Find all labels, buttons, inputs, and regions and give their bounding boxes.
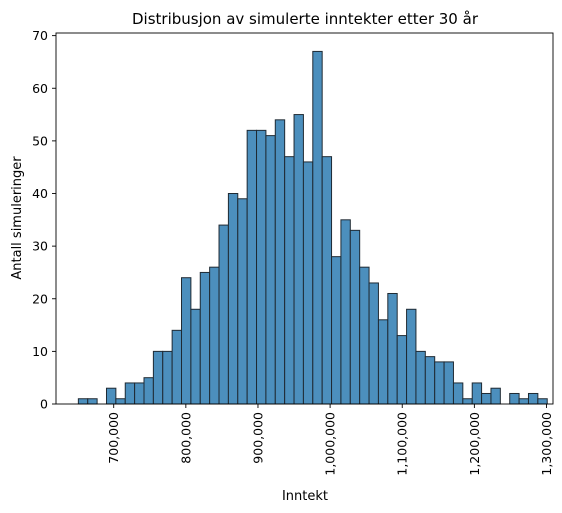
x-tick-label: 700,000 [106, 412, 121, 464]
histogram-bar [171, 329, 183, 405]
x-tick-label: 1,000,000 [323, 412, 338, 476]
histogram-bar [396, 335, 408, 405]
histogram-bar [518, 398, 529, 405]
histogram-bar [152, 350, 164, 405]
y-tick-label: 70 [32, 28, 48, 43]
histogram-bar [368, 282, 379, 405]
histogram-bar [246, 129, 258, 405]
y-tick-label: 10 [32, 344, 48, 359]
bars-group [77, 50, 548, 405]
histogram-bar [471, 382, 483, 405]
histogram-bar [87, 398, 98, 405]
histogram-bar [452, 382, 464, 405]
histogram-bar [434, 361, 445, 405]
histogram-bar [415, 350, 426, 405]
histogram-bar [331, 256, 342, 405]
histogram-bar [237, 198, 248, 405]
histogram-bar [293, 114, 304, 405]
histogram-bar [349, 229, 361, 405]
histogram-bar [218, 224, 229, 405]
histogram-bar [209, 266, 220, 405]
histogram-bar [274, 119, 286, 405]
histogram-bar [509, 392, 520, 405]
histogram-bar [162, 350, 173, 405]
y-tick-label: 30 [32, 239, 48, 254]
y-axis-label: Antall simuleringer [10, 156, 25, 280]
histogram-bar [105, 387, 117, 405]
histogram-bar [490, 387, 501, 405]
x-tick-label: 1,300,000 [539, 412, 554, 476]
histogram-bar [537, 398, 548, 405]
y-axis-ticks: 0 10 20 30 40 50 60 70 [32, 28, 56, 412]
histogram-bar [377, 319, 389, 405]
x-axis-ticks: 700,000 800,000 900,000 1,000,000 1,100,000 1… [106, 404, 554, 476]
histogram-bar [181, 277, 192, 405]
y-tick-label: 60 [32, 81, 48, 96]
histogram-bar [284, 156, 295, 405]
y-tick-label: 50 [32, 133, 48, 148]
histogram-bar [199, 271, 211, 405]
histogram-bar [115, 398, 126, 405]
histogram-bar [481, 392, 492, 405]
histogram-bar [340, 219, 351, 405]
histogram-bar [321, 156, 333, 405]
histogram-bar [424, 356, 436, 405]
histogram-bar [143, 377, 154, 405]
x-tick-label: 800,000 [178, 412, 193, 464]
histogram-bar [359, 266, 370, 405]
histogram-bar [406, 308, 417, 405]
histogram-bar [134, 382, 145, 405]
histogram-bar [312, 50, 323, 405]
plot-frame [55, 32, 554, 405]
x-tick-label: 1,200,000 [467, 412, 482, 476]
x-tick-label: 1,100,000 [395, 412, 410, 476]
histogram-bar [124, 382, 136, 405]
y-tick-label: 40 [32, 186, 48, 201]
histogram-bar [77, 398, 89, 405]
histogram-bar [256, 129, 267, 405]
histogram-bar [227, 193, 239, 405]
y-tick-label: 0 [40, 397, 48, 412]
x-tick-label: 900,000 [250, 412, 265, 464]
y-tick-label: 20 [32, 291, 48, 306]
histogram-bar [443, 361, 454, 405]
histogram-bar [462, 398, 473, 405]
histogram-bar [265, 135, 276, 405]
x-axis-label: Inntekt [282, 489, 328, 504]
histogram-bar [527, 392, 539, 405]
chart-title: Distribusjon av simulerte inntekter ette… [132, 10, 479, 28]
histogram-bar [190, 308, 201, 405]
histogram-bar [302, 161, 314, 405]
histogram-bar [387, 292, 398, 405]
